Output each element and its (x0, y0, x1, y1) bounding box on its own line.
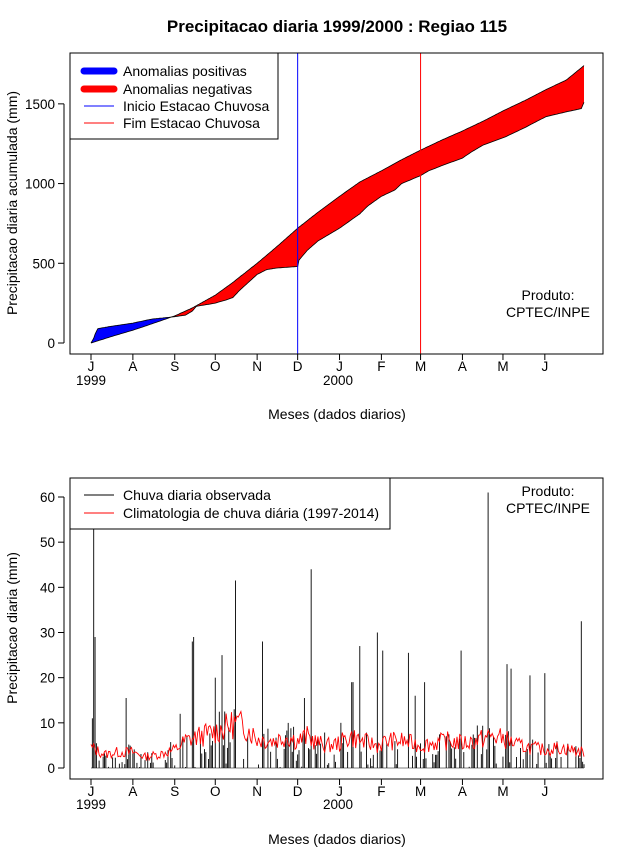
accumulated-legend-box (69, 52, 279, 140)
legend-climatology-text: Climatologia de chuva diária (1997-2014) (123, 505, 379, 521)
accumulated-product-value: CPTEC/INPE (506, 304, 590, 320)
accumulated-x-tick-label: A (128, 359, 137, 374)
observed-accumulated-line (90, 102, 585, 344)
daily-legend-box (69, 477, 391, 530)
accumulated-product-label: Produto: (522, 287, 575, 303)
accumulated-x-tick-label: F (377, 359, 385, 374)
daily-x-tick-label: D (293, 784, 303, 799)
accumulated-x-tick-label: A (458, 359, 467, 374)
daily-x-tick-label: A (458, 784, 467, 799)
daily-x-tick-label: M (415, 784, 426, 799)
daily-panel: 0 10 20 30 40 50 60 J A S O N D J F M A M J Precipitacao … (4, 477, 604, 847)
daily-y-tick-label: 0 (47, 761, 55, 776)
accumulated-y-axis: 0 500 1000 1500 (25, 97, 65, 351)
daily-y-tick-label: 50 (40, 535, 55, 550)
legend-negative-text: Anomalias negativas (123, 81, 252, 97)
accumulated-year-1999: 1999 (76, 373, 106, 388)
daily-x-tick-label: F (377, 784, 385, 799)
daily-x-tick-label: M (497, 784, 508, 799)
accumulated-x-tick-label: D (293, 359, 303, 374)
daily-x-tick-label: A (128, 784, 137, 799)
accumulated-x-tick-label: N (252, 359, 262, 374)
daily-y-tick-label: 40 (40, 580, 55, 595)
accumulated-x-tick-label: J (336, 359, 343, 374)
accumulated-y-tick-label: 0 (47, 336, 55, 351)
accumulated-x-tick-label: M (497, 359, 508, 374)
daily-plot-area (90, 492, 585, 769)
daily-x-tick-label: S (170, 784, 179, 799)
accumulated-legend: Anomalias positivas Anomalias negativas … (69, 52, 279, 140)
daily-year-1999: 1999 (76, 797, 106, 812)
accumulated-y-tick-label: 1500 (25, 97, 55, 112)
negative-anomaly-area (172, 65, 584, 317)
accumulated-plot-area (90, 53, 585, 354)
daily-year-2000: 2000 (323, 797, 353, 812)
chart-title: Precipitacao diaria 1999/2000 : Regiao 1… (167, 17, 507, 36)
legend-start-text: Inicio Estacao Chuvosa (123, 98, 270, 114)
daily-y-label: Precipitacao diaria (mm) (4, 552, 20, 704)
daily-x-tick-label: J (336, 784, 343, 799)
daily-x-label: Meses (dados diarios) (268, 831, 406, 847)
daily-product-label: Produto: (522, 483, 575, 499)
climatology-daily-line (90, 709, 585, 762)
legend-end-text: Fim Estacao Chuvosa (123, 115, 260, 131)
daily-legend: Chuva diaria observada Climatologia de c… (69, 477, 391, 530)
legend-positive-text: Anomalias positivas (123, 63, 247, 79)
daily-x-tick-label: J (541, 784, 548, 799)
daily-x-tick-label: J (88, 784, 95, 799)
accumulated-x-tick-label: J (88, 359, 95, 374)
accumulated-x-tick-label: S (170, 359, 179, 374)
accumulated-y-label: Precipitacao diaria acumulada (mm) (4, 91, 20, 315)
accumulated-y-tick-label: 500 (32, 256, 55, 271)
accumulated-x-tick-label: O (210, 359, 221, 374)
accumulated-x-tick-label: J (541, 359, 548, 374)
accumulated-y-tick-label: 1000 (25, 177, 55, 192)
daily-product-value: CPTEC/INPE (506, 500, 590, 516)
daily-y-tick-label: 30 (40, 626, 55, 641)
daily-x-tick-label: N (252, 784, 262, 799)
daily-y-tick-label: 60 (40, 490, 55, 505)
daily-y-axis: 0 10 20 30 40 50 60 (40, 490, 65, 776)
accumulated-x-label: Meses (dados diarios) (268, 406, 406, 422)
daily-y-tick-label: 20 (40, 671, 55, 686)
accumulated-panel: 0 500 1000 1500 J A S O N D J F M A M J Precipitacao d… (4, 52, 604, 422)
daily-x-tick-label: O (210, 784, 221, 799)
legend-observed-text: Chuva diaria observada (123, 487, 271, 503)
daily-y-tick-label: 10 (40, 716, 55, 731)
accumulated-x-tick-label: M (415, 359, 426, 374)
accumulated-year-2000: 2000 (323, 373, 353, 388)
